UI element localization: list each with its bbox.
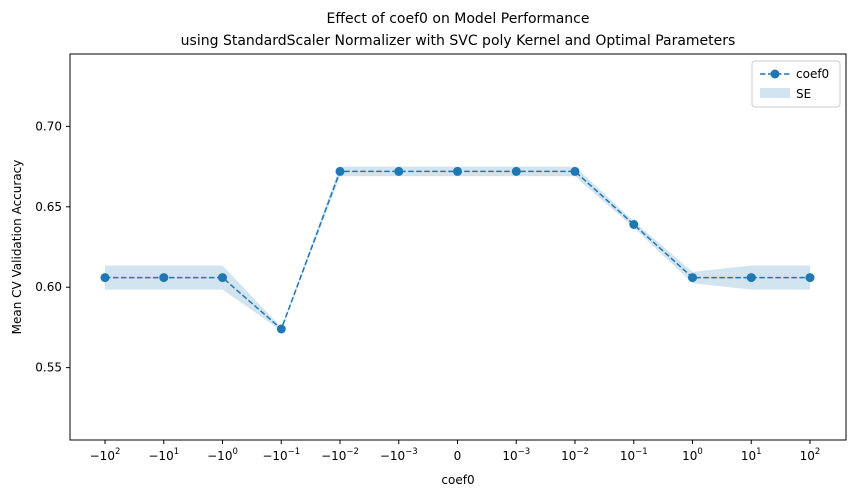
- y-tick-label: 0.65: [35, 200, 62, 214]
- y-tick-label: 0.60: [35, 280, 62, 294]
- plot-area: [100, 166, 815, 334]
- data-point: [629, 220, 639, 229]
- plot-frame: [69, 53, 847, 441]
- x-tick-label: −100: [207, 447, 238, 463]
- legend-label-se: SE: [796, 87, 811, 101]
- x-tick-label: −101: [148, 447, 179, 463]
- data-point: [100, 273, 110, 283]
- legend: coef0 SE: [751, 60, 841, 108]
- y-tick-label: 0.70: [35, 119, 62, 133]
- x-tick-label: −10−1: [262, 447, 300, 463]
- legend-label-coef0: coef0: [796, 67, 829, 81]
- data-point: [394, 166, 404, 176]
- data-point: [511, 166, 521, 176]
- data-point: [453, 166, 462, 176]
- x-tick-label: 10−1: [620, 447, 648, 463]
- data-point: [746, 273, 756, 283]
- axis-ticks: −102 −101 −100 −10−1 −10−2 −10−3 0 10−3 10−2 10−1…: [35, 119, 820, 463]
- legend-marker-swatch: [770, 69, 780, 79]
- chart-title-line-2: using StandardScaler Normalizer with SVC…: [181, 33, 736, 49]
- series-line-coef0: [105, 170, 810, 331]
- data-point: [335, 166, 345, 176]
- legend-band-swatch: [760, 88, 790, 98]
- y-axis-label: Mean CV Validation Accuracy: [10, 160, 24, 335]
- x-tick-label: −10−2: [321, 447, 359, 463]
- data-point: [688, 273, 697, 283]
- data-point: [570, 166, 580, 176]
- x-tick-label: −10−3: [380, 447, 418, 463]
- data-point: [159, 273, 169, 283]
- data-point: [218, 273, 227, 283]
- data-point: [276, 324, 286, 334]
- x-tick-label: 10−2: [561, 447, 589, 463]
- x-axis-label: coef0: [441, 473, 474, 487]
- x-tick-label: 102: [800, 447, 821, 463]
- x-tick-label: 10−3: [502, 447, 530, 463]
- data-point: [805, 273, 815, 283]
- chart-title-line-1: Effect of coef0 on Model Performance: [327, 11, 590, 27]
- x-tick-label: −102: [90, 447, 121, 463]
- x-tick-label: 101: [741, 447, 762, 463]
- se-band: [105, 166, 810, 331]
- x-tick-label: 0: [454, 449, 462, 463]
- x-tick-label: 100: [682, 447, 703, 463]
- y-tick-label: 0.55: [35, 361, 62, 375]
